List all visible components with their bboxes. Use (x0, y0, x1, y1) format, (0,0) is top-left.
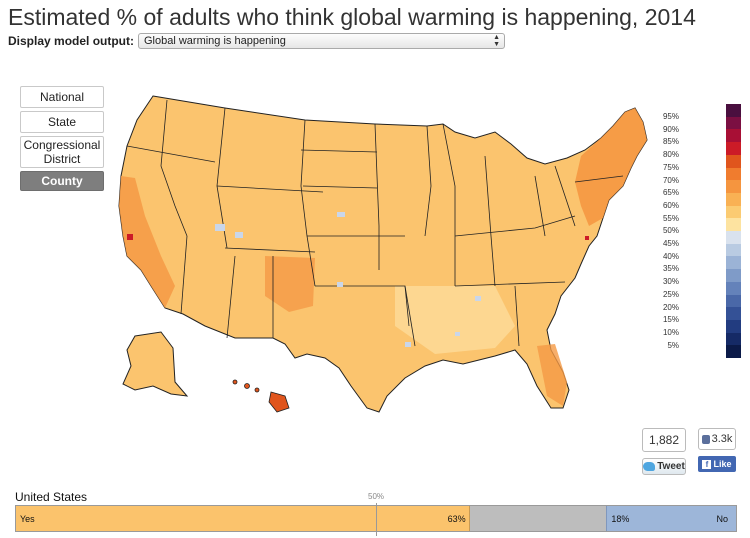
legend-label: 80% (662, 150, 679, 160)
legend-swatch (726, 243, 741, 257)
legend-swatch (726, 104, 741, 117)
legend-swatch (726, 154, 741, 168)
model-select-value: Global warming is happening (144, 35, 286, 47)
no-segment: 18% No (606, 506, 736, 531)
legend-swatch (726, 231, 741, 244)
facebook-like-widget: 3.3k f Like (698, 428, 736, 472)
legend-swatch (726, 142, 741, 156)
legend-label: 5% (667, 340, 679, 350)
legend-swatch (726, 319, 741, 333)
legend-label: 85% (662, 137, 679, 147)
select-arrows-icon: ▲ ▼ (493, 34, 500, 48)
tweet-button[interactable]: Tweet (642, 458, 686, 475)
legend-label: 50% (662, 226, 679, 236)
tweet-count: 1,882 (642, 428, 686, 452)
like-label: Like (713, 459, 732, 469)
us-county-map[interactable] (75, 86, 685, 426)
legend-swatch (726, 281, 741, 295)
yes-percent: 63% (447, 514, 466, 524)
tweet-label: Tweet (657, 461, 685, 472)
legend-label: 15% (662, 315, 679, 325)
facebook-icon: f (702, 459, 712, 469)
legend-swatch (726, 167, 741, 181)
summary-region: United States (15, 490, 88, 504)
yes-label: Yes (20, 514, 35, 524)
like-count-box: 3.3k (698, 428, 736, 450)
legend-swatch (726, 116, 741, 130)
legend-label: 55% (662, 213, 679, 223)
legend-swatch (726, 294, 741, 308)
southeast-region (395, 286, 515, 354)
state-button[interactable]: State (20, 111, 104, 133)
county-button[interactable]: County (20, 171, 104, 191)
legend-label: 35% (662, 264, 679, 274)
legend-label: 25% (662, 289, 679, 299)
us-mainland[interactable] (118, 95, 648, 413)
no-label: No (716, 514, 728, 524)
tweet-widget: 1,882 Tweet (642, 428, 686, 475)
legend-label: 60% (662, 200, 679, 210)
alaska[interactable] (122, 331, 189, 397)
legend-swatch (726, 192, 741, 206)
yes-segment: Yes 63% (16, 506, 470, 531)
page-title: Estimated % of adults who think global w… (8, 4, 696, 30)
thumbs-up-icon (701, 434, 710, 444)
legend-label: 90% (662, 124, 679, 134)
midpoint-label: 50% (368, 492, 385, 501)
twitter-bird-icon (643, 462, 656, 471)
legend-label: 30% (662, 277, 679, 287)
legend-swatch (726, 307, 741, 321)
legend-label: 10% (662, 327, 679, 337)
legend-swatch (726, 269, 741, 283)
west-coast-region (119, 176, 175, 308)
legend-label: 95% (662, 112, 679, 121)
northeast-region (575, 108, 647, 226)
no-percent: 18% (611, 514, 630, 524)
florida-region (537, 344, 567, 406)
high-counties (127, 234, 589, 240)
state-borders (126, 99, 624, 347)
legend-label: 45% (662, 239, 679, 248)
legend-swatch (726, 218, 741, 232)
southwest-region (265, 256, 315, 312)
legend-label: 75% (662, 162, 679, 172)
legend-swatch (726, 205, 741, 219)
hawaii[interactable] (232, 379, 290, 413)
legend-swatch (726, 129, 741, 143)
national-button[interactable]: National (20, 86, 104, 108)
model-select-row: Display model output: Global warming is … (8, 33, 505, 49)
legend-label: 20% (662, 302, 679, 312)
legend-swatch (726, 345, 741, 359)
legend-swatch (726, 332, 741, 346)
legend-swatch (726, 256, 741, 270)
neutral-segment (469, 506, 607, 531)
model-select-label: Display model output: (8, 34, 134, 48)
legend-label: 40% (662, 251, 679, 261)
legend-label: 70% (662, 175, 679, 185)
minority-counties (215, 212, 481, 347)
midpoint-line (376, 503, 377, 536)
legend-label: 65% (662, 188, 679, 198)
like-button[interactable]: f Like (698, 456, 736, 472)
model-select[interactable]: Global warming is happening ▲ ▼ (138, 33, 505, 49)
like-count: 3.3k (711, 433, 733, 445)
legend-swatch (726, 180, 741, 194)
congressional-district-button[interactable]: Congressional District (20, 136, 104, 168)
